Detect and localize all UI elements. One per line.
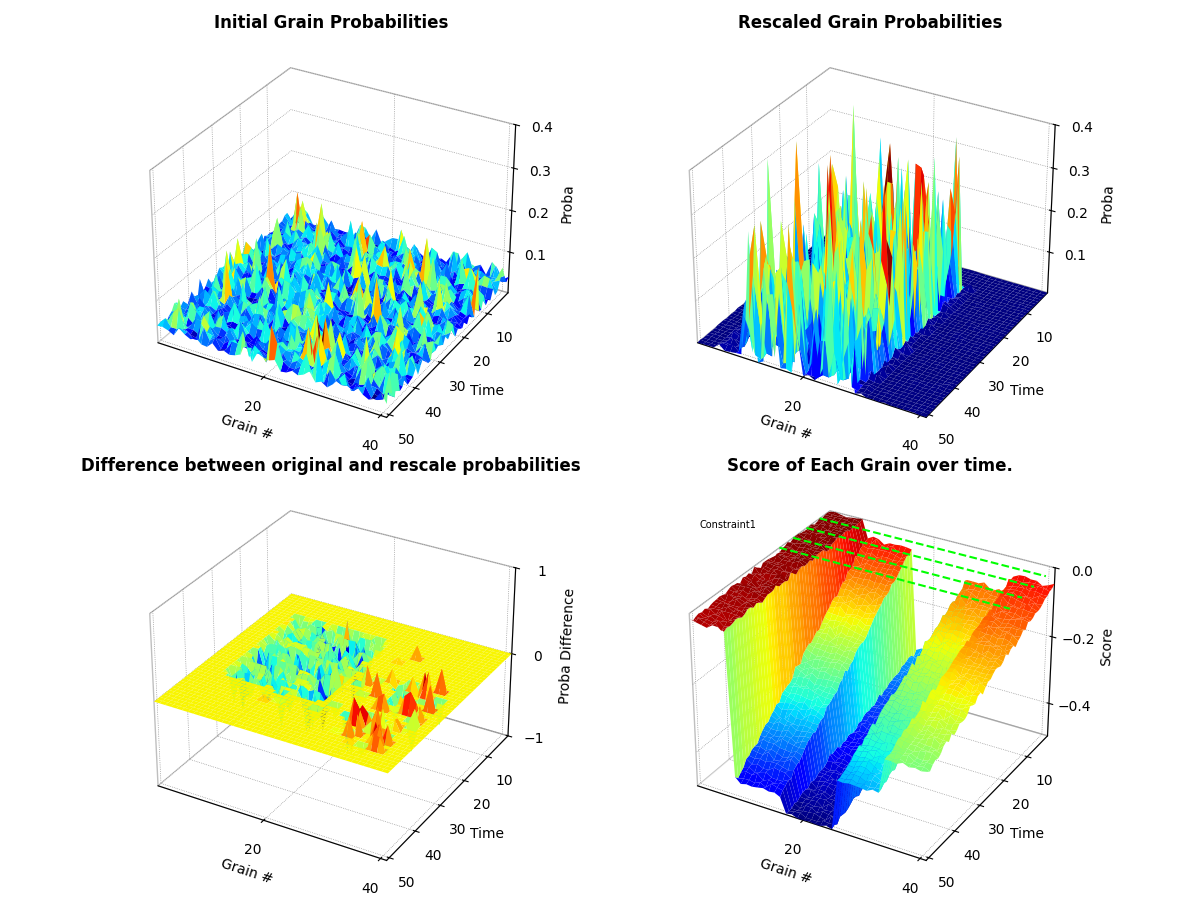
Title: Initial Grain Probabilities: Initial Grain Probabilities <box>214 14 448 32</box>
Y-axis label: Time: Time <box>1010 384 1044 398</box>
Y-axis label: Time: Time <box>471 827 504 842</box>
Title: Difference between original and rescale probabilities: Difference between original and rescale … <box>80 457 580 475</box>
Y-axis label: Time: Time <box>471 384 504 398</box>
X-axis label: Grain #: Grain # <box>758 856 814 886</box>
X-axis label: Grain #: Grain # <box>219 413 275 443</box>
X-axis label: Grain #: Grain # <box>758 413 814 443</box>
X-axis label: Grain #: Grain # <box>219 856 275 886</box>
Text: Constraint1: Constraint1 <box>699 520 757 530</box>
Title: Score of Each Grain over time.: Score of Each Grain over time. <box>728 457 1014 475</box>
Title: Rescaled Grain Probabilities: Rescaled Grain Probabilities <box>739 14 1003 32</box>
Y-axis label: Time: Time <box>1010 827 1044 842</box>
